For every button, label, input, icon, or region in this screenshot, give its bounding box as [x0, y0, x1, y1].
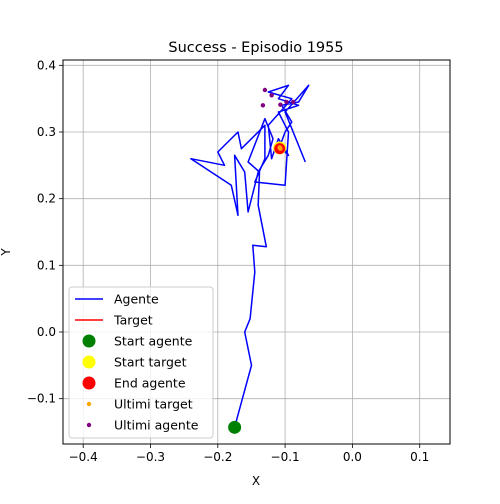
ultimi-agente-point: [262, 87, 268, 93]
legend-label: End agente: [114, 376, 186, 391]
legend-item: End agente: [82, 376, 186, 391]
y-tick-label: 0.4: [37, 58, 56, 72]
start-agente-point: [228, 420, 242, 434]
x-axis-label: X: [252, 474, 260, 488]
ultimi-agente-point: [260, 103, 266, 108]
plot-data: [190, 84, 310, 434]
legend-item: Ultimi agente: [86, 418, 199, 433]
legend-label: Start agente: [114, 334, 193, 349]
legend-label: Agente: [114, 292, 159, 307]
axis-ticks: −0.4 −0.3 −0.2 −0.1 0.0 0.1 −0.1 0.0 0.1 0.2 0.3 0.…: [27, 58, 429, 464]
ultimi-agente-point: [290, 99, 296, 105]
x-tick-label: 0.0: [343, 450, 362, 464]
legend-label: Start target: [114, 355, 187, 370]
ultimi-agente-point: [278, 102, 283, 107]
legend-item: Start agente: [82, 334, 193, 349]
legend-marker-swatch: [82, 376, 96, 390]
y-tick-label: 0.0: [37, 325, 56, 339]
x-tick-label: −0.2: [203, 450, 232, 464]
x-tick-label: −0.4: [69, 450, 98, 464]
legend-marker-swatch: [82, 355, 96, 369]
y-tick-label: −0.1: [27, 392, 56, 406]
legend-box: [68, 286, 214, 439]
y-tick-label: 0.1: [37, 258, 56, 272]
plot-frame: [62, 59, 451, 445]
y-axis-label: Y: [0, 248, 13, 257]
x-tick-label: −0.3: [136, 450, 165, 464]
legend-item: Agente: [75, 292, 159, 307]
legend-label: Target: [113, 313, 153, 328]
ultimi-target-point: [277, 145, 282, 150]
legend: Agente Target Start agente Start target End …: [68, 286, 214, 439]
legend-marker-swatch: [86, 401, 92, 407]
legend-item: Target: [75, 313, 153, 328]
legend-marker-swatch: [86, 422, 92, 428]
legend-item: Start target: [82, 355, 187, 370]
ultimi-agente-point: [284, 99, 289, 105]
chart-title: Success - Episodio 1955: [168, 40, 343, 56]
x-tick-label: −0.1: [271, 450, 300, 464]
legend-label: Ultimi agente: [114, 418, 199, 433]
legend-item: Ultimi target: [86, 397, 193, 412]
legend-marker-swatch: [82, 334, 96, 348]
legend-label: Ultimi target: [114, 397, 193, 412]
ultimi-agente-point: [269, 93, 274, 98]
y-tick-label: 0.2: [37, 192, 56, 206]
y-tick-label: 0.3: [37, 125, 56, 139]
x-tick-label: 0.1: [410, 450, 429, 464]
series-line-agente: [190, 84, 310, 428]
